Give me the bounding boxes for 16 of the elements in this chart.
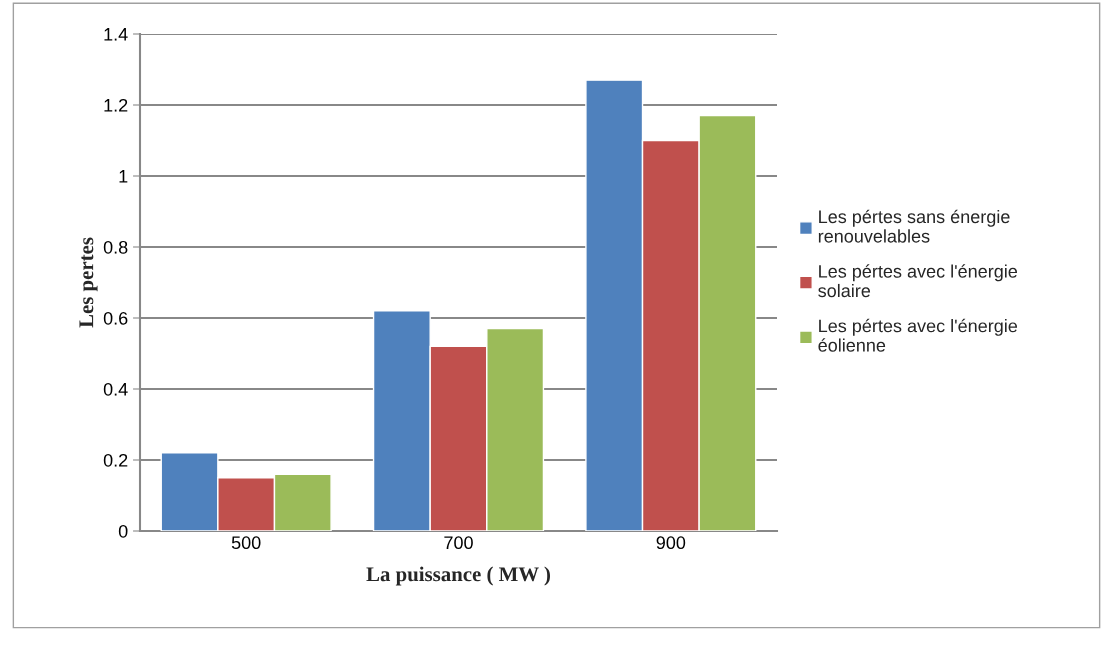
y-tick-label: 1.4	[104, 28, 128, 41]
y-axis-title: Les pertes	[79, 237, 98, 328]
y-tick-label: 0.6	[103, 311, 128, 325]
legend-label: Les pértes sans énergie renouvelables	[818, 209, 1010, 243]
y-tick-label: 0	[118, 524, 128, 538]
x-tick-label: 900	[656, 536, 686, 550]
legend-label: Les pértes avec l'énergie solaire	[818, 264, 1018, 298]
y-tick-label: 1.2	[104, 98, 128, 112]
y-tick-label: 0.4	[103, 382, 128, 396]
x-tick-label: 700	[444, 536, 473, 550]
y-tick-label: 0.8	[103, 240, 128, 254]
x-axis-title: La puissance ( MW )	[366, 566, 550, 586]
y-tick-label: 1	[119, 170, 128, 183]
x-tick-label: 500	[231, 536, 261, 550]
legend-label: Les pértes avec l'énergie éolienne	[818, 318, 1018, 352]
y-tick-label: 0.2	[103, 453, 128, 467]
